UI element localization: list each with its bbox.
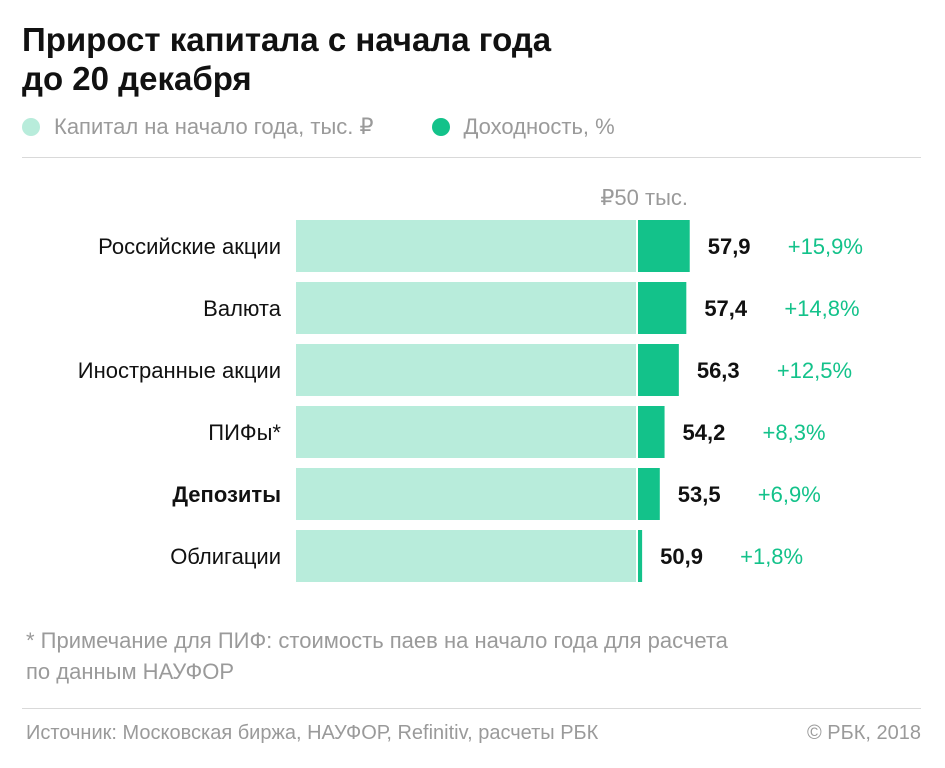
total-value-label: 50,9 bbox=[660, 544, 703, 569]
reference-label: ₽50 тыс. bbox=[600, 185, 688, 210]
category-label: Валюта bbox=[203, 296, 282, 321]
bar-yield bbox=[638, 530, 643, 582]
source-text: Источник: Московская биржа, НАУФОР, Refi… bbox=[26, 722, 599, 744]
total-value-label: 56,3 bbox=[697, 358, 740, 383]
footnote-line-2: по данным НАУФОР bbox=[26, 659, 235, 684]
bar-yield bbox=[638, 220, 690, 272]
chart-title-line-2: до 20 декабря bbox=[22, 60, 252, 97]
bar-capital bbox=[296, 530, 636, 582]
chart-title: Прирост капитала с начала года до 20 дек… bbox=[22, 20, 922, 98]
yield-label: +15,9% bbox=[788, 234, 863, 259]
bar-capital bbox=[296, 406, 636, 458]
legend-swatch-capital bbox=[22, 118, 40, 136]
category-label: Иностранные акции bbox=[78, 358, 281, 383]
bottom-divider bbox=[22, 708, 921, 709]
footer: Источник: Московская биржа, НАУФОР, Refi… bbox=[26, 722, 921, 745]
footnote: * Примечание для ПИФ: стоимость паев на … bbox=[26, 625, 926, 687]
bar-capital bbox=[296, 282, 636, 334]
yield-label: +1,8% bbox=[740, 544, 803, 569]
bar-yield bbox=[638, 282, 687, 334]
legend-item-yield: Доходность, % bbox=[431, 114, 615, 140]
bar-yield bbox=[638, 344, 679, 396]
bar-capital bbox=[296, 344, 636, 396]
bar-yield bbox=[638, 406, 665, 458]
yield-label: +12,5% bbox=[777, 358, 852, 383]
legend-label-yield: Доходность, % bbox=[463, 114, 615, 139]
bar-chart: ₽50 тыс. Российские акции 57,9 +15,9% Валюта… bbox=[78, 185, 863, 582]
total-value-label: 57,4 bbox=[704, 296, 748, 321]
footnote-line-1: * Примечание для ПИФ: стоимость паев на … bbox=[26, 628, 728, 653]
category-label: ПИФы* bbox=[208, 420, 281, 445]
category-label: Депозиты bbox=[172, 482, 281, 507]
yield-label: +6,9% bbox=[758, 482, 821, 507]
legend-item-capital: Капитал на начало года, тыс. ₽ bbox=[22, 114, 374, 140]
category-label: Облигации bbox=[170, 544, 281, 569]
legend-swatch-yield bbox=[431, 118, 450, 136]
chart-title-line-1: Прирост капитала с начала года bbox=[22, 21, 552, 58]
yield-label: +8,3% bbox=[763, 420, 826, 445]
top-divider bbox=[22, 157, 921, 158]
bar-yield bbox=[638, 468, 660, 520]
copyright-text: © РБК, 2018 bbox=[806, 722, 921, 744]
legend-label-capital: Капитал на начало года, тыс. ₽ bbox=[54, 114, 374, 139]
legend: Капитал на начало года, тыс. ₽ Доходност… bbox=[22, 113, 673, 141]
total-value-label: 53,5 bbox=[678, 482, 721, 507]
yield-label: +14,8% bbox=[784, 296, 859, 321]
bar-capital bbox=[296, 220, 636, 272]
total-value-label: 54,2 bbox=[683, 420, 726, 445]
category-label: Российские акции bbox=[98, 234, 281, 259]
bar-capital bbox=[296, 468, 636, 520]
total-value-label: 57,9 bbox=[708, 234, 751, 259]
